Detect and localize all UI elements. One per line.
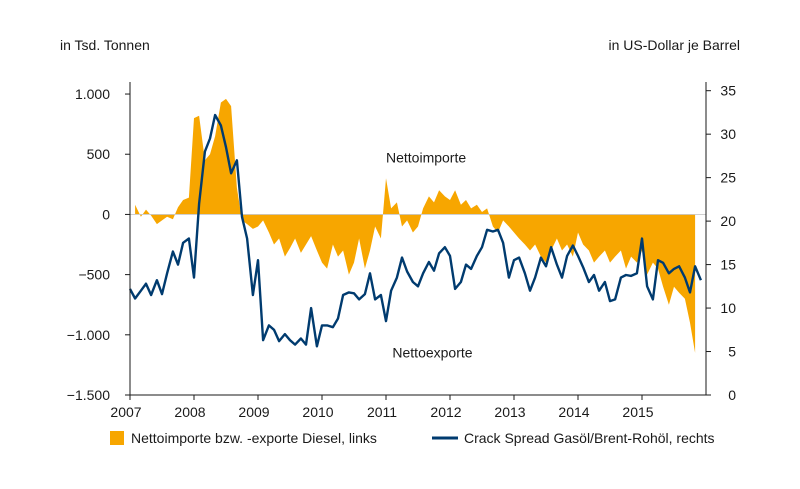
right-tick-label: 25 — [720, 170, 736, 186]
x-tick-label: 2015 — [622, 404, 653, 420]
right-axis-label: in US-Dollar je Barrel — [609, 37, 740, 53]
left-tick-label: 0 — [102, 206, 110, 222]
x-tick-label: 2014 — [558, 404, 589, 420]
legend-area-label: Nettoimporte bzw. -exporte Diesel, links — [131, 430, 377, 446]
x-tick-label: 2011 — [367, 404, 397, 420]
left-tick-label: −1.500 — [67, 387, 110, 403]
area-series-diesel — [135, 98, 696, 353]
annotation: Nettoexporte — [392, 345, 472, 361]
x-tick-label: 2008 — [174, 404, 205, 420]
legend: Nettoimporte bzw. -exporte Diesel, links… — [110, 430, 715, 446]
left-axis-label: in Tsd. Tonnen — [60, 37, 150, 53]
right-tick-label: 0 — [728, 387, 736, 403]
left-tick-label: −500 — [78, 267, 110, 283]
plot-area — [128, 98, 706, 353]
legend-line-label: Crack Spread Gasöl/Brent-Rohöl, rechts — [464, 430, 715, 446]
x-tick-label: 2007 — [110, 404, 141, 420]
right-tick-label: 20 — [720, 213, 736, 229]
x-tick-label: 2010 — [302, 404, 333, 420]
right-tick-label: 35 — [720, 83, 736, 99]
right-tick-label: 10 — [720, 300, 736, 316]
left-tick-label: −1.000 — [67, 327, 110, 343]
x-tick-label: 2012 — [430, 404, 461, 420]
line-series-crack-spread — [128, 113, 703, 348]
legend-area-swatch — [110, 431, 124, 445]
right-tick-label: 30 — [720, 126, 736, 142]
right-tick-label: 5 — [728, 344, 736, 360]
left-tick-label: 500 — [87, 146, 111, 162]
annotation: Nettoimporte — [386, 150, 466, 166]
x-tick-label: 2009 — [238, 404, 269, 420]
right-tick-label: 15 — [720, 257, 736, 273]
x-tick-label: 2013 — [494, 404, 525, 420]
left-tick-label: 1.000 — [75, 86, 110, 102]
